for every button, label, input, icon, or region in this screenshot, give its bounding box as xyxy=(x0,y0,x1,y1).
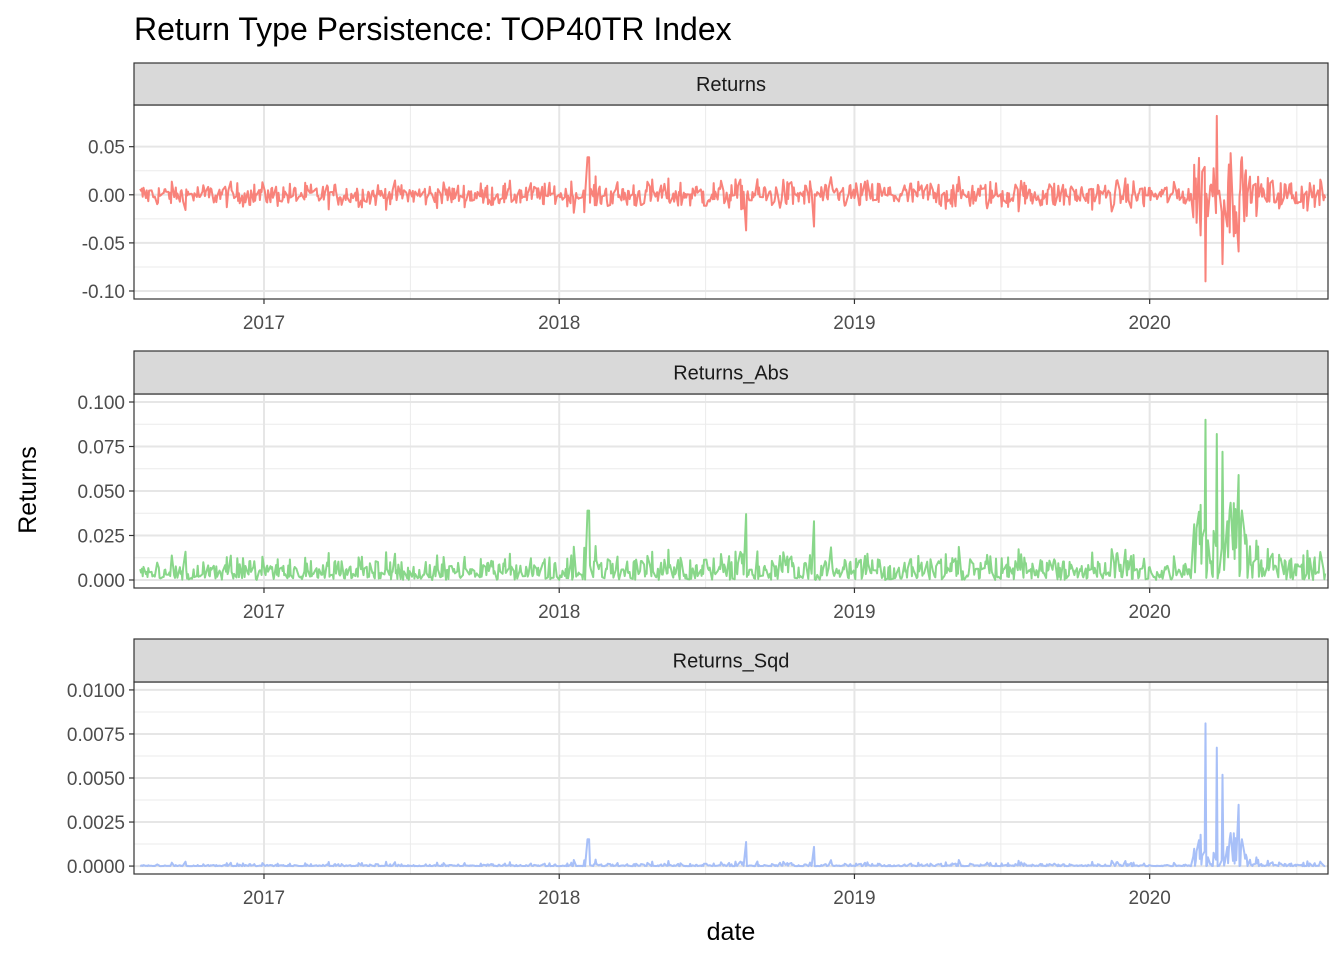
y-axis-title: Returns xyxy=(14,446,42,534)
y-tick-label: 0.075 xyxy=(77,438,125,459)
facet-returns-abs: Returns_Abs 0.100 0.075 0.050 0.025 0.000 2017… xyxy=(77,350,1329,623)
x-tick-label: 2019 xyxy=(833,888,875,909)
y-tick-label: 0.0075 xyxy=(67,725,125,746)
x-tick-label: 2019 xyxy=(833,313,875,334)
facet-returns: Returns 0.05 0.00 -0.05 -0.10 2017 2018 2019 202… xyxy=(82,62,1329,334)
y-tick-label: 0.050 xyxy=(77,482,125,503)
facet-strip xyxy=(133,62,1329,106)
facet-returns-sqd: Returns_Sqd 0.0100 0.0075 0.0050 0.0025 0.000… xyxy=(67,638,1329,909)
x-tick-label: 2020 xyxy=(1129,888,1171,909)
x-tick-label: 2017 xyxy=(243,313,285,334)
y-tick-label: 0.0050 xyxy=(67,769,125,790)
x-tick-label: 2020 xyxy=(1129,602,1171,623)
x-tick-label: 2018 xyxy=(538,888,580,909)
series-line-returns-sqd xyxy=(139,722,1326,868)
x-tick-label: 2017 xyxy=(243,602,285,623)
x-tick-label: 2018 xyxy=(538,602,580,623)
y-tick-label: 0.000 xyxy=(77,571,125,592)
y-tick-label: 0.0025 xyxy=(67,813,125,834)
facet-strip xyxy=(133,350,1329,395)
x-tick-label: 2019 xyxy=(833,602,875,623)
facet-strip-label: Returns xyxy=(696,74,766,96)
x-tick-label: 2017 xyxy=(243,888,285,909)
y-tick-label: 0.05 xyxy=(88,138,125,159)
y-tick-label: 0.0100 xyxy=(67,681,125,702)
y-tick-label: 0.0000 xyxy=(67,857,125,878)
facet-strip-label: Returns_Sqd xyxy=(673,651,790,673)
series-line-returns-abs xyxy=(139,418,1327,581)
chart-title: Return Type Persistence: TOP40TR Index xyxy=(134,11,732,47)
facet-panels: Returns 0.05 0.00 -0.05 -0.10 2017 2018 2019 202… xyxy=(67,62,1329,909)
x-tick-label: 2020 xyxy=(1129,313,1171,334)
series-line-returns xyxy=(139,114,1327,283)
facet-strip xyxy=(133,638,1329,683)
x-axis-title: date xyxy=(707,918,756,946)
y-tick-label: 0.00 xyxy=(88,186,125,207)
y-tick-label: -0.10 xyxy=(82,282,125,303)
x-tick-label: 2018 xyxy=(538,313,580,334)
y-tick-label: 0.025 xyxy=(77,526,125,547)
y-tick-label: 0.100 xyxy=(77,393,125,414)
y-tick-label: -0.05 xyxy=(82,234,125,255)
facet-strip-label: Returns_Abs xyxy=(673,363,789,385)
